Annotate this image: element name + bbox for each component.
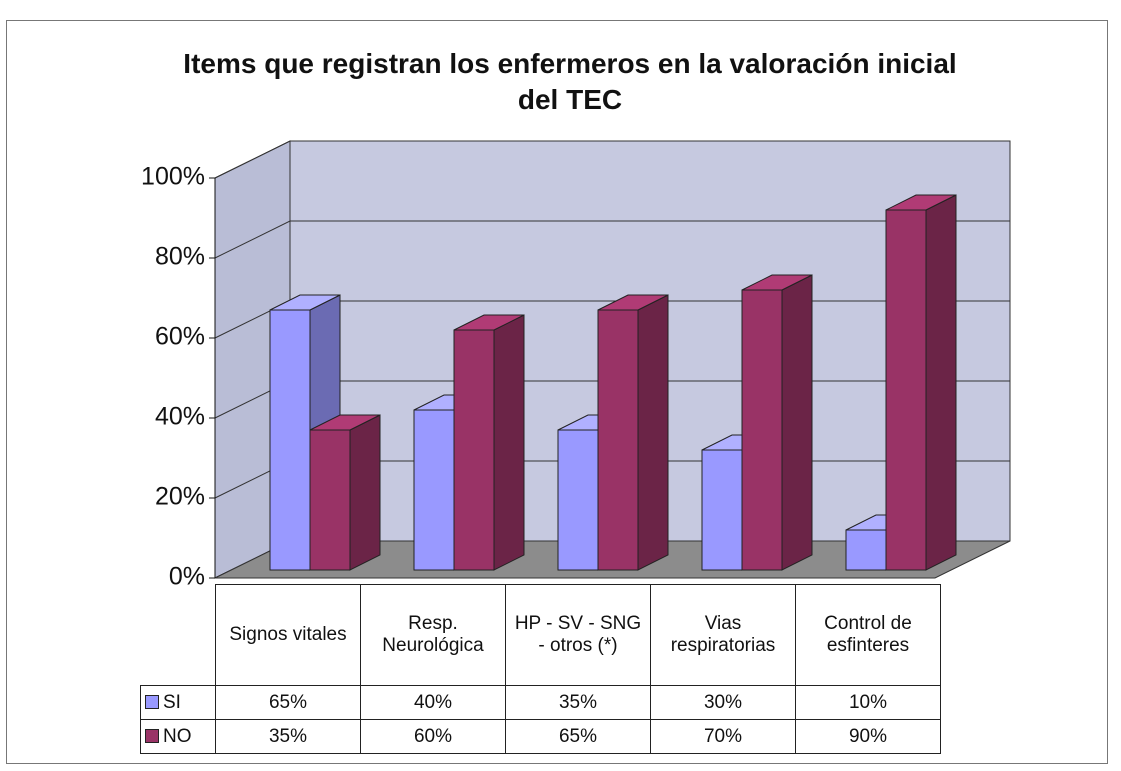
bar-front: [453, 329, 495, 571]
value-cell: 35%: [215, 719, 361, 754]
bar: [309, 414, 381, 571]
y-tick-label: 80%: [155, 243, 205, 271]
legend-label: SI: [163, 691, 181, 713]
value-cell: 40%: [360, 685, 506, 720]
legend-label: NO: [163, 725, 192, 747]
bar-front: [269, 309, 311, 571]
bar-side: [349, 414, 381, 571]
bar: [741, 274, 813, 571]
legend-swatch: [145, 729, 159, 744]
value-cell: 30%: [650, 685, 796, 720]
category-cell: Resp. Neurológica: [360, 584, 506, 686]
value-cell: 90%: [795, 719, 941, 754]
value-cell: 35%: [505, 685, 651, 720]
chart-title: Items que registran los enfermeros en la…: [183, 48, 957, 115]
value-cell: 65%: [215, 685, 361, 720]
bar-front: [845, 529, 887, 571]
bar-front: [309, 429, 351, 571]
bar-top: [741, 274, 813, 291]
value-cell: 70%: [650, 719, 796, 754]
header-row: Signos vitales Resp. Neurológica HP - SV…: [140, 584, 941, 686]
legend-key: NO: [140, 719, 216, 754]
chart-frame: [6, 20, 1108, 764]
y-tick-label: 40%: [155, 403, 205, 431]
y-tick-label: 60%: [155, 323, 205, 351]
empty-cell: [140, 584, 216, 686]
series-row: SI 65% 40% 35% 30% 10%: [140, 685, 941, 720]
bar-front: [413, 409, 455, 571]
bar: [597, 294, 669, 571]
grid-line: [214, 140, 1010, 179]
y-tick-label: 20%: [155, 483, 205, 511]
bar: [885, 194, 957, 571]
bar-front: [597, 309, 639, 571]
value-cell: 60%: [360, 719, 506, 754]
series-row: NO 35% 60% 65% 70% 90%: [140, 719, 941, 754]
legend-key: SI: [140, 685, 216, 720]
legend-swatch: [145, 695, 159, 710]
y-tick-label: 100%: [141, 163, 205, 191]
bar-front: [557, 429, 599, 571]
category-cell: Vias respiratorias: [650, 584, 796, 686]
value-cell: 10%: [795, 685, 941, 720]
bar-side: [925, 194, 957, 571]
category-cell: Signos vitales: [215, 584, 361, 686]
bar-top: [269, 294, 341, 311]
bar-front: [701, 449, 743, 571]
bar-top: [597, 294, 669, 311]
bar-side: [637, 294, 669, 571]
category-cell: Control de esfinteres: [795, 584, 941, 686]
bar-top: [309, 414, 381, 431]
bar-front: [741, 289, 783, 571]
bar-top: [885, 194, 957, 211]
bar: [453, 314, 525, 571]
bar-side: [493, 314, 525, 571]
value-cell: 65%: [505, 719, 651, 754]
bar-top: [453, 314, 525, 331]
category-cell: HP - SV - SNG - otros (*): [505, 584, 651, 686]
grid-line: [214, 220, 1010, 259]
bar-front: [885, 209, 927, 571]
data-table: Signos vitales Resp. Neurológica HP - SV…: [140, 584, 941, 754]
bar-side: [781, 274, 813, 571]
